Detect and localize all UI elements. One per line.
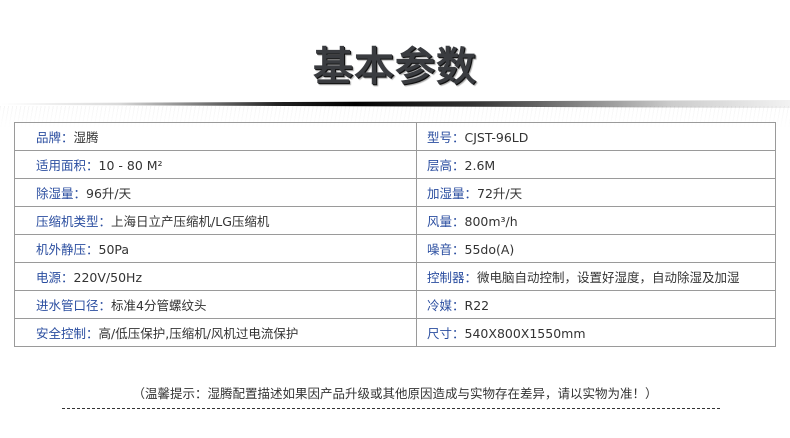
spec-label: 除湿量： bbox=[36, 186, 87, 201]
table-row: 安全控制：高/低压保护,压缩机/风机过电流保护 尺寸：540X800X1550mm bbox=[14, 318, 776, 347]
spec-value: 微电脑自动控制，设置好湿度，自动除湿及加湿 bbox=[477, 270, 740, 285]
spec-value: 50Pa bbox=[98, 242, 130, 257]
spec-value: 10 - 80 M² bbox=[98, 158, 163, 173]
spec-label: 品牌： bbox=[36, 130, 74, 145]
spec-cell-right: 冷媒：R22 bbox=[416, 290, 776, 319]
table-row: 压缩机类型：上海日立产压缩机/LG压缩机 风量：800m³/h bbox=[14, 206, 776, 235]
table-row: 除湿量：96升/天 加湿量：72升/天 bbox=[14, 178, 776, 207]
spec-value: 2.6M bbox=[464, 158, 496, 173]
spec-cell-right: 控制器：微电脑自动控制，设置好湿度，自动除湿及加湿 bbox=[416, 262, 776, 291]
spec-label: 适用面积： bbox=[36, 158, 99, 173]
spec-cell-right: 加湿量：72升/天 bbox=[416, 178, 776, 207]
spec-label: 冷媒： bbox=[427, 298, 465, 313]
spec-label: 风量： bbox=[427, 214, 465, 229]
spec-label: 安全控制： bbox=[36, 326, 99, 341]
dashed-divider bbox=[62, 408, 720, 409]
spec-label: 机外静压： bbox=[36, 242, 99, 257]
spec-cell-left: 机外静压：50Pa bbox=[14, 234, 417, 263]
spec-label: 电源： bbox=[36, 270, 74, 285]
spec-cell-right: 风量：800m³/h bbox=[416, 206, 776, 235]
disclaimer-note: （温馨提示：湿腾配置描述如果因产品升级或其他原因造成与实物存在差异，请以实物为准… bbox=[132, 386, 658, 401]
spec-cell-left: 安全控制：高/低压保护,压缩机/风机过电流保护 bbox=[14, 318, 417, 347]
spec-label: 型号： bbox=[427, 130, 465, 145]
spec-value: CJST-96LD bbox=[464, 130, 529, 145]
table-row: 电源：220V/50Hz 控制器：微电脑自动控制，设置好湿度，自动除湿及加湿 bbox=[14, 262, 776, 291]
spec-cell-right: 型号：CJST-96LD bbox=[416, 122, 776, 151]
spec-value: 55do(A) bbox=[464, 242, 515, 257]
spec-label: 控制器： bbox=[427, 270, 478, 285]
spec-value: 标准4分管螺纹头 bbox=[111, 298, 207, 313]
spec-cell-left: 电源：220V/50Hz bbox=[14, 262, 417, 291]
spec-cell-left: 适用面积：10 - 80 M² bbox=[14, 150, 417, 179]
spec-value: 72升/天 bbox=[477, 186, 523, 201]
spec-value: 220V/50Hz bbox=[73, 270, 143, 285]
table-row: 适用面积：10 - 80 M² 层高：2.6M bbox=[14, 150, 776, 179]
spec-label: 压缩机类型： bbox=[36, 214, 112, 229]
table-row: 品牌：湿腾 型号：CJST-96LD bbox=[14, 122, 776, 151]
table-row: 进水管口径：标准4分管螺纹头 冷媒：R22 bbox=[14, 290, 776, 319]
spec-label: 加湿量： bbox=[427, 186, 478, 201]
spec-table: 品牌：湿腾 型号：CJST-96LD 适用面积：10 - 80 M² 层高：2.6M 除… bbox=[14, 122, 776, 347]
spec-cell-right: 尺寸：540X800X1550mm bbox=[416, 318, 776, 347]
spec-label: 尺寸： bbox=[427, 326, 465, 341]
spec-label: 层高： bbox=[427, 158, 465, 173]
spec-cell-left: 除湿量：96升/天 bbox=[14, 178, 417, 207]
page-title: 基本参数 bbox=[313, 44, 477, 90]
spec-cell-left: 压缩机类型：上海日立产压缩机/LG压缩机 bbox=[14, 206, 417, 235]
spec-cell-left: 进水管口径：标准4分管螺纹头 bbox=[14, 290, 417, 319]
title-underline bbox=[0, 100, 790, 108]
spec-value: R22 bbox=[464, 298, 490, 313]
spec-value: 高/低压保护,压缩机/风机过电流保护 bbox=[98, 326, 299, 341]
spec-value: 96升/天 bbox=[86, 186, 132, 201]
spec-cell-right: 层高：2.6M bbox=[416, 150, 776, 179]
spec-label: 噪音： bbox=[427, 242, 465, 257]
spec-value: 上海日立产压缩机/LG压缩机 bbox=[111, 214, 270, 229]
spec-value: 800m³/h bbox=[464, 214, 518, 229]
spec-cell-left: 品牌：湿腾 bbox=[14, 122, 417, 151]
spec-value: 540X800X1550mm bbox=[464, 326, 586, 341]
spec-value: 湿腾 bbox=[73, 130, 99, 145]
spec-label: 进水管口径： bbox=[36, 298, 112, 313]
spec-cell-right: 噪音：55do(A) bbox=[416, 234, 776, 263]
table-row: 机外静压：50Pa 噪音：55do(A) bbox=[14, 234, 776, 263]
